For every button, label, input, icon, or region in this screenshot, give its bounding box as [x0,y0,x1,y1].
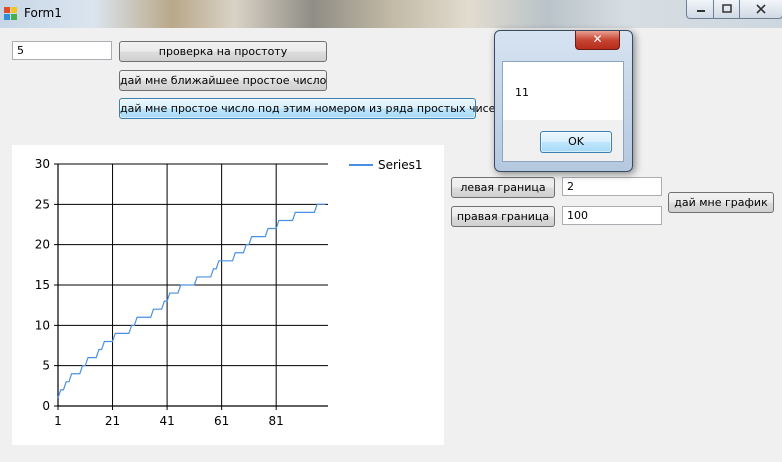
y-tick-label: 0 [42,399,50,413]
ok-button[interactable]: OK [540,131,612,153]
chart-axes [57,164,328,407]
minimize-button[interactable] [686,0,715,19]
chart-legend: Series1 [349,158,423,172]
message-area: 11 [503,62,623,120]
prime-count-chart: 0 5 10 15 20 25 30 1 21 41 61 81 Series1 [12,145,444,445]
message-box-close-button[interactable]: ✕ [575,31,620,50]
series1-line [57,203,326,399]
left-bound-input[interactable] [562,177,662,196]
minimize-icon [696,10,705,12]
message-text: 11 [515,86,529,99]
right-bound-button[interactable]: правая граница [451,206,555,227]
y-tick-label: 15 [35,278,50,292]
window-title: Form1 [24,6,62,20]
window-titlebar: Form1 [0,0,782,28]
message-box-body: 11 OK [502,61,624,162]
nearest-prime-button[interactable]: дай мне ближайшее простое число [119,70,327,91]
maximize-button[interactable] [713,0,741,19]
close-icon: ✕ [592,32,603,46]
y-tick-label: 5 [42,359,50,373]
x-tick-label: 21 [105,414,120,428]
y-tick-label: 30 [35,157,50,171]
message-box: ✕ 11 OK [494,30,633,172]
y-tick-label: 20 [35,238,50,252]
number-input[interactable] [12,41,112,60]
x-tick-label: 1 [54,414,62,428]
maximize-icon [722,4,732,13]
x-tick-label: 81 [269,414,284,428]
app-icon [4,7,17,20]
close-icon [756,4,766,14]
primality-check-button[interactable]: проверка на простоту [119,41,327,62]
plot-button[interactable]: дай мне график [668,192,774,213]
y-tick-label: 25 [35,197,50,211]
right-bound-input[interactable] [562,206,662,225]
chart-svg: 0 5 10 15 20 25 30 1 21 41 61 81 Series1 [35,157,423,428]
y-tick-label: 10 [35,318,50,332]
nth-prime-button[interactable]: дай мне простое число под этим номером и… [119,98,502,119]
x-tick-label: 41 [159,414,174,428]
window-close-button[interactable] [739,0,782,19]
left-bound-button[interactable]: левая граница [451,177,555,198]
x-tick-label: 61 [214,414,229,428]
legend-label: Series1 [378,158,423,172]
